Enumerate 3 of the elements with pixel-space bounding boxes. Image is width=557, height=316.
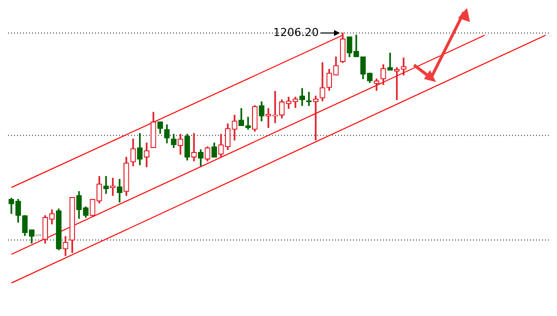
candlestick xyxy=(103,176,109,194)
candlestick xyxy=(191,133,197,162)
annotation: 1206.20 xyxy=(273,26,319,39)
